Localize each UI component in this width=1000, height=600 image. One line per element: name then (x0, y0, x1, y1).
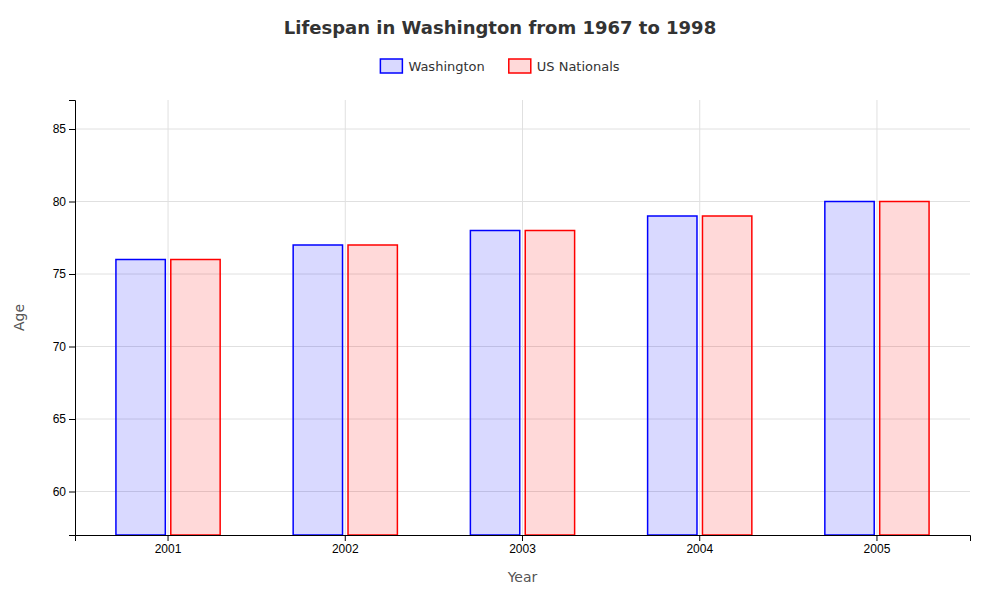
grid-line (699, 100, 700, 535)
x-axis: 2001 2002 2003 2004 2005 (76, 535, 971, 556)
tick-mark (345, 535, 346, 541)
tick: 60 (53, 485, 75, 499)
x-axis-title: Year (507, 569, 538, 585)
tick: 2004 (686, 535, 713, 556)
tick-mark (699, 535, 700, 541)
legend-item: US Nationals (509, 59, 620, 74)
tick-mark (69, 274, 75, 275)
tick-mark (69, 347, 75, 348)
tick: 75 (53, 267, 75, 281)
bar (293, 245, 342, 535)
tick-mark (522, 535, 523, 541)
axis-line (76, 536, 971, 542)
tick-label: 85 (53, 122, 67, 136)
plot: 2001 2002 2003 2004 2005 60 65 70 75 80 85 (53, 100, 971, 556)
tick-mark (69, 419, 75, 420)
tick-mark (876, 535, 877, 541)
tick: 2002 (332, 535, 359, 556)
y-axis-title: Age (11, 304, 27, 331)
tick-label: 2002 (332, 542, 359, 556)
bar-series (116, 202, 874, 536)
tick: 70 (53, 340, 75, 354)
grid-line (345, 100, 346, 535)
title: Lifespan in Washington from 1967 to 1998 (284, 17, 716, 38)
legend-item: Washington (380, 59, 484, 74)
bar (825, 202, 874, 536)
grid-line (522, 100, 523, 535)
legend-label: US Nationals (537, 59, 620, 74)
chart: 2001 2002 2003 2004 2005 60 65 70 75 80 85 Lifespan… (0, 0, 1000, 600)
tick-label: 75 (53, 267, 67, 281)
bar (470, 231, 519, 536)
grid (75, 100, 970, 535)
tick-mark (69, 129, 75, 130)
axis-line (69, 101, 76, 536)
bar (171, 260, 220, 536)
legend-swatch (380, 59, 402, 73)
tick: 85 (53, 122, 75, 136)
tick-mark (168, 535, 169, 541)
legend-label: Washington (408, 59, 484, 74)
tick: 2005 (864, 535, 891, 556)
tick-mark (69, 202, 75, 203)
tick-label: 65 (53, 412, 67, 426)
legend-swatch (509, 59, 531, 73)
tick-label: 2005 (864, 542, 891, 556)
bar (702, 216, 751, 535)
bars (116, 202, 929, 536)
bar (880, 202, 929, 536)
y-axis: 60 65 70 75 80 85 (53, 101, 76, 536)
tick-label: 2003 (509, 542, 536, 556)
tick-label: 80 (53, 195, 67, 209)
tick: 2001 (155, 535, 182, 556)
bar-series (171, 202, 929, 536)
tick: 2003 (509, 535, 536, 556)
tick-label: 60 (53, 485, 67, 499)
tick: 80 (53, 195, 75, 209)
bar (648, 216, 697, 535)
bar (116, 260, 165, 536)
tick: 65 (53, 412, 75, 426)
bar (525, 231, 574, 536)
tick-label: 70 (53, 340, 67, 354)
grid-line (168, 100, 169, 535)
tick-label: 2004 (686, 542, 713, 556)
bar (348, 245, 397, 535)
grid-line (876, 100, 877, 535)
tick-label: 2001 (155, 542, 182, 556)
legend: Washington US Nationals (380, 59, 619, 74)
tick-mark (69, 492, 75, 493)
